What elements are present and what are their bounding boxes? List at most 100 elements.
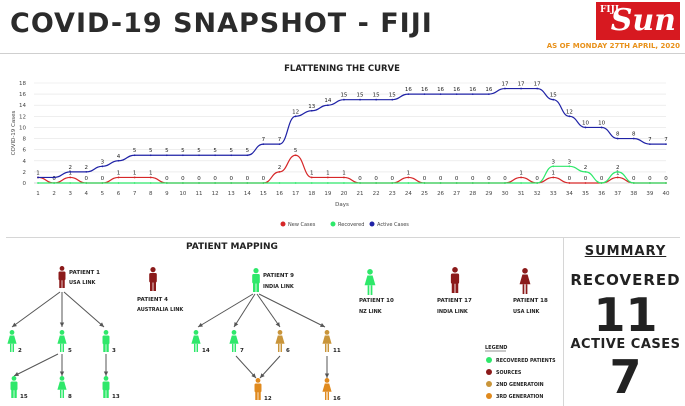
x-tick-label: 2: [52, 191, 56, 197]
person-body: [519, 274, 531, 285]
data-point: [455, 182, 458, 184]
data-point: [520, 182, 522, 184]
data-point: [310, 182, 313, 184]
y-tick-label: 2: [23, 170, 27, 176]
data-point: [536, 87, 539, 90]
link-arrow-head: [320, 323, 325, 327]
data-label: 5: [229, 148, 233, 154]
x-tick-label: 5: [101, 191, 105, 197]
data-label: 1: [149, 170, 153, 176]
patient-figure-p18: [519, 268, 531, 294]
patient-label: PATIENT 4: [137, 297, 168, 303]
patient-figure-p1: [58, 266, 66, 288]
data-label: 8: [616, 132, 620, 138]
x-tick-label: 26: [437, 191, 444, 197]
patient-link-label: USA LINK: [513, 309, 541, 315]
person-body: [57, 335, 67, 344]
x-tick-label: 31: [518, 191, 525, 197]
case-number: 8: [68, 394, 72, 400]
case-figure-2: [7, 330, 17, 352]
data-label: 0: [85, 176, 89, 182]
data-point: [246, 182, 249, 184]
data-label: 2: [584, 165, 588, 171]
data-point: [487, 182, 490, 184]
data-label: 8: [632, 132, 636, 138]
link-arrow-head: [198, 322, 203, 327]
case-figure-12: [254, 378, 262, 400]
person-body: [450, 273, 460, 284]
person-leg: [370, 285, 373, 295]
patient-link-label: NZ LINK: [359, 309, 383, 315]
data-label: 2: [616, 165, 620, 171]
link-arrow-head: [59, 371, 65, 376]
data-label: 5: [197, 148, 201, 154]
data-point: [37, 182, 39, 184]
person-leg: [9, 343, 12, 352]
data-label: 5: [246, 148, 250, 154]
data-point: [117, 182, 120, 184]
link-arrow-line: [13, 353, 59, 377]
data-label: 13: [308, 104, 315, 110]
data-point: [214, 182, 217, 184]
person-head: [231, 330, 237, 335]
person-leg: [103, 343, 106, 352]
data-label: 0: [52, 176, 56, 182]
data-point: [165, 154, 168, 157]
data-point: [471, 93, 474, 96]
person-head: [324, 378, 330, 383]
data-point: [230, 182, 233, 184]
person-leg: [62, 389, 65, 398]
person-leg: [234, 343, 237, 352]
person-leg: [59, 343, 62, 352]
data-point: [294, 154, 297, 157]
logo-small-text: FIJI: [600, 5, 620, 15]
data-label: 0: [197, 176, 201, 182]
case-number: 6: [286, 348, 290, 354]
data-point: [149, 182, 152, 184]
data-label: 0: [584, 176, 588, 182]
person-leg: [193, 343, 196, 352]
data-point: [278, 182, 281, 184]
x-tick-label: 18: [308, 191, 315, 197]
patient-link-label: AUSTRALIA LINK: [137, 307, 184, 313]
person-head: [253, 268, 259, 274]
data-label: 1: [616, 170, 620, 176]
legend-entry: Recovered: [338, 222, 364, 228]
y-tick-label: 18: [19, 81, 26, 87]
y-tick-label: 14: [19, 103, 26, 109]
data-point: [520, 176, 522, 179]
data-label: 0: [391, 176, 395, 182]
case-figure-7: [229, 330, 239, 352]
data-point: [504, 87, 506, 90]
data-label: 1: [407, 170, 411, 176]
person-body: [254, 383, 262, 393]
data-point: [149, 176, 152, 179]
link-arrow-head: [103, 371, 109, 376]
data-label: 1: [36, 170, 40, 176]
data-point: [85, 170, 88, 173]
patient-label: PATIENT 18: [513, 298, 548, 304]
data-point: [648, 143, 651, 146]
x-tick-label: 12: [212, 191, 219, 197]
x-tick-label: 6: [117, 191, 121, 197]
legend-entry: RECOVERED PATIENTS: [496, 358, 556, 364]
data-label: 16: [485, 87, 492, 93]
data-point: [391, 98, 394, 101]
active-cases-label: ACTIVE CASES: [570, 337, 681, 352]
data-label: 16: [469, 87, 476, 93]
data-point: [552, 98, 555, 101]
data-point: [198, 154, 200, 157]
data-point: [632, 182, 635, 184]
data-point: [407, 176, 410, 179]
person-body: [229, 335, 239, 344]
data-label: 16: [437, 87, 444, 93]
data-label: 0: [374, 176, 378, 182]
data-label: 17: [534, 82, 541, 88]
data-point: [552, 176, 555, 179]
page-title: COVID-19 SNAPSHOT - FIJI: [10, 8, 433, 39]
recovered-label: RECOVERED: [570, 271, 681, 289]
data-label: 15: [389, 93, 396, 99]
data-point: [375, 98, 378, 101]
person-leg: [522, 284, 525, 294]
case-number: 2: [18, 348, 22, 354]
